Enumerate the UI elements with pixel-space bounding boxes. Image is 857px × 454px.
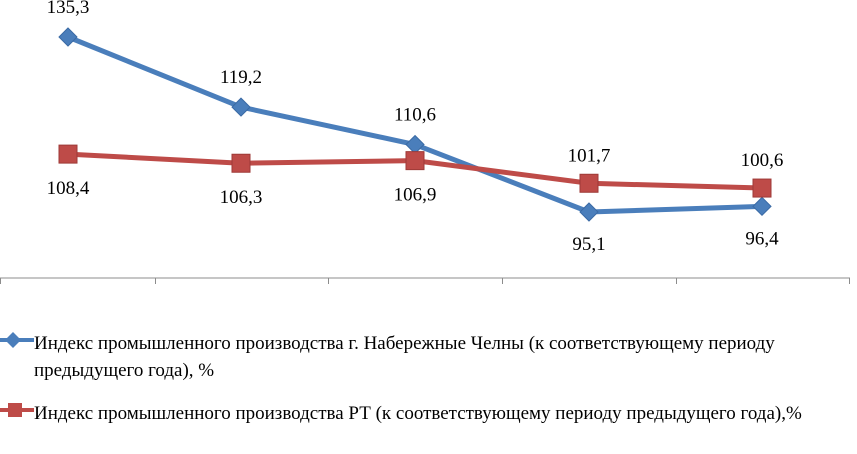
line-chart: 20102011201220132014 135,3 119,2 110,6 95,1… [0,0,850,284]
data-label-series-0-2013: 95,1 [572,234,605,255]
series-1-point-2014 [752,178,772,198]
legend-item-chelny: Индекс промышленного производства г. Наб… [0,330,857,384]
x-axis: 20102011201220132014 [0,277,850,284]
data-label-series-0-2012: 110,6 [394,105,436,126]
data-labels: 135,3 119,2 110,6 95,1 96,4 108,4 106,3 106,9 10… [47,0,784,255]
series-0-point-2013 [579,202,599,222]
data-label-series-1-2011: 106,3 [220,187,263,208]
data-label-series-1-2013: 101,7 [568,145,611,166]
data-label-series-1-2010: 108,4 [47,178,90,199]
legend-swatch-chelny-icon [0,330,34,350]
data-label-series-0-2011: 119,2 [220,67,262,88]
data-label-series-0-2010: 135,3 [47,0,90,18]
legend-label-chelny: Индекс промышленного производства г. Наб… [34,333,775,381]
series-0-point-2011 [231,97,251,117]
data-label-series-1-2012: 106,9 [394,185,437,206]
series-0-point-2010 [58,27,78,47]
legend-item-rt: Индекс промышленного производства РТ (к … [0,400,857,454]
series-0-point-2014 [752,196,772,217]
legend-label-rt: Индекс промышленного производства РТ (к … [34,403,802,424]
series-0-point-2012 [405,134,425,155]
series-1-point-2013 [579,173,599,193]
series-1-point-2012 [405,151,425,171]
series-layer [58,27,772,222]
series-1-point-2011 [231,153,251,173]
data-label-series-1-2014: 100,6 [741,150,784,171]
legend-swatch-rt-icon [0,400,34,420]
data-label-series-0-2014: 96,4 [745,228,779,249]
series-1-point-2010 [58,144,78,164]
